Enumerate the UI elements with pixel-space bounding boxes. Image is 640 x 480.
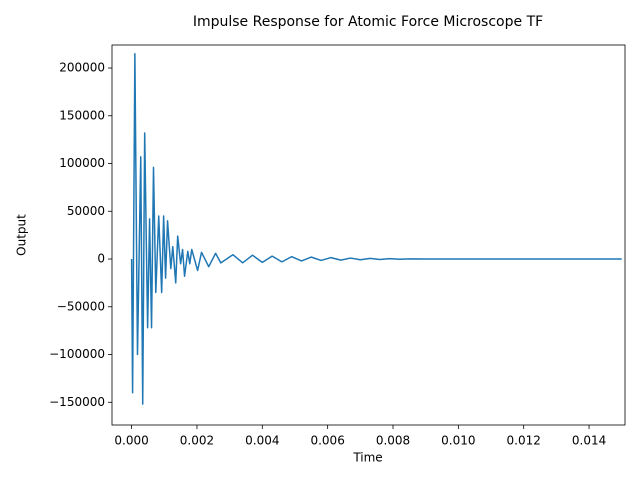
chart-title: Impulse Response for Atomic Force Micros… [193,14,543,30]
y-tick-label: 150000 [59,108,105,122]
x-tick-label: 0.002 [180,434,214,448]
y-tick-label: −50000 [57,299,105,313]
x-tick-label: 0.000 [114,434,148,448]
x-tick-label: 0.010 [441,434,475,448]
plot-frame [111,44,626,426]
y-tick-label: 0 [97,252,105,266]
x-tick-label: 0.012 [507,434,541,448]
y-tick-label: 100000 [59,156,105,170]
y-tick-label: −150000 [49,395,105,409]
y-axis-label: Output [15,214,29,256]
x-tick-label: 0.008 [376,434,410,448]
x-tick-label: 0.006 [310,434,344,448]
y-tick-label: 200000 [59,61,105,75]
line-series [130,52,622,405]
y-tick-label: 50000 [67,204,105,218]
y-tick-label: −100000 [49,347,105,361]
x-tick-label: 0.014 [572,434,606,448]
x-axis-label: Time [352,451,382,465]
x-tick-label: 0.004 [245,434,279,448]
